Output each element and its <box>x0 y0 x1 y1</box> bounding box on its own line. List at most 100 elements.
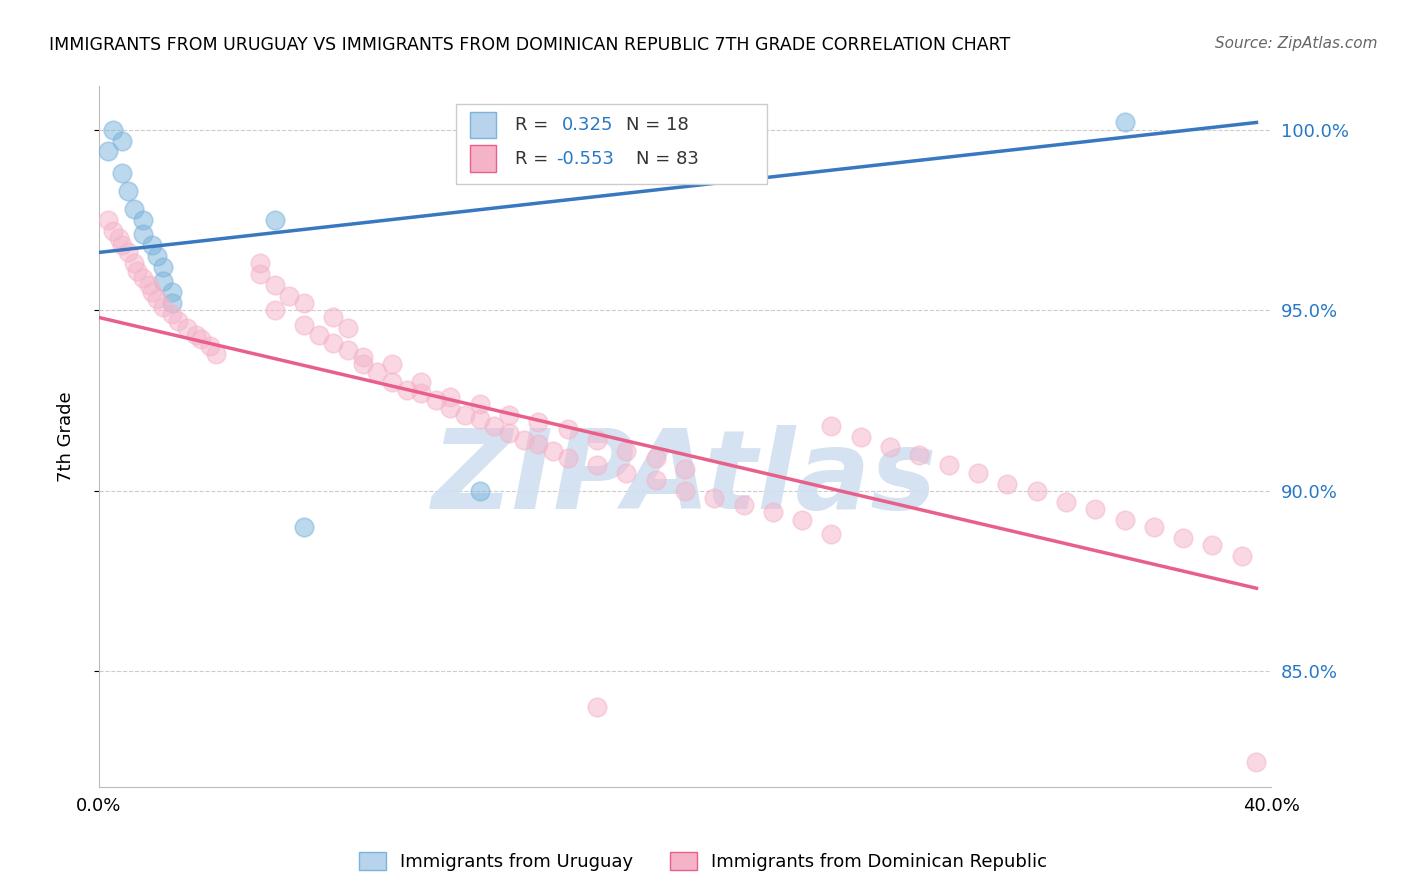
Point <box>762 505 785 519</box>
Point <box>1143 520 1166 534</box>
Point <box>184 328 207 343</box>
Point <box>1246 755 1268 769</box>
Point <box>366 365 388 379</box>
Point <box>1173 531 1195 545</box>
Point <box>498 408 520 422</box>
Text: R =: R = <box>515 150 554 168</box>
Point <box>820 527 842 541</box>
Point <box>108 231 131 245</box>
Point <box>1114 115 1136 129</box>
Point <box>132 270 155 285</box>
Point <box>249 256 271 270</box>
Point <box>160 307 183 321</box>
Point <box>205 346 228 360</box>
Point <box>849 429 872 443</box>
Point <box>167 314 190 328</box>
Point <box>117 184 139 198</box>
Point <box>557 422 579 436</box>
Point <box>541 444 564 458</box>
Point <box>176 321 198 335</box>
Point <box>792 513 814 527</box>
Point <box>498 425 520 440</box>
Point <box>141 285 163 300</box>
Point <box>381 358 404 372</box>
Point <box>336 321 359 335</box>
Point <box>468 411 491 425</box>
Text: R =: R = <box>515 116 554 134</box>
Point <box>527 437 550 451</box>
Point <box>138 277 160 292</box>
Point <box>527 415 550 429</box>
Point <box>395 383 418 397</box>
Point <box>513 434 536 448</box>
Point <box>484 418 506 433</box>
Point <box>411 386 433 401</box>
Point <box>152 260 174 274</box>
Point <box>111 238 134 252</box>
Point <box>938 458 960 473</box>
Point <box>336 343 359 357</box>
Legend: Immigrants from Uruguay, Immigrants from Dominican Republic: Immigrants from Uruguay, Immigrants from… <box>352 845 1054 879</box>
Text: IMMIGRANTS FROM URUGUAY VS IMMIGRANTS FROM DOMINICAN REPUBLIC 7TH GRADE CORRELAT: IMMIGRANTS FROM URUGUAY VS IMMIGRANTS FR… <box>49 36 1011 54</box>
Point <box>967 466 990 480</box>
Point <box>292 520 315 534</box>
Point <box>439 401 461 415</box>
Point <box>1230 549 1253 563</box>
Point <box>703 491 725 505</box>
Y-axis label: 7th Grade: 7th Grade <box>58 392 75 482</box>
Point <box>352 350 374 364</box>
Point <box>644 451 666 466</box>
Point <box>614 466 637 480</box>
Point <box>249 267 271 281</box>
Point <box>322 335 344 350</box>
Point <box>132 227 155 242</box>
Point <box>152 300 174 314</box>
Point <box>322 310 344 325</box>
Point <box>125 263 148 277</box>
Point <box>160 285 183 300</box>
Point <box>122 256 145 270</box>
Point <box>586 700 609 714</box>
Point <box>111 134 134 148</box>
Point <box>381 376 404 390</box>
Point <box>263 277 285 292</box>
Point <box>908 448 931 462</box>
Point <box>411 376 433 390</box>
Point <box>97 145 120 159</box>
Point <box>190 332 212 346</box>
Point <box>198 339 221 353</box>
Point <box>132 213 155 227</box>
Point <box>292 318 315 332</box>
Point <box>308 328 330 343</box>
Point <box>614 444 637 458</box>
FancyBboxPatch shape <box>457 103 768 185</box>
Point <box>1201 538 1223 552</box>
Point <box>733 498 755 512</box>
Point <box>103 122 125 136</box>
Point <box>152 274 174 288</box>
Point <box>292 296 315 310</box>
Point <box>146 293 169 307</box>
Point <box>468 397 491 411</box>
Point <box>1084 501 1107 516</box>
Point <box>278 289 301 303</box>
Point <box>1114 513 1136 527</box>
Point <box>425 393 447 408</box>
Point <box>1025 483 1047 498</box>
Point <box>644 473 666 487</box>
Point <box>673 462 696 476</box>
Point <box>352 358 374 372</box>
Point <box>263 213 285 227</box>
Point <box>586 458 609 473</box>
Point <box>122 202 145 216</box>
Point <box>673 483 696 498</box>
Point <box>146 249 169 263</box>
Point <box>160 296 183 310</box>
Text: -0.553: -0.553 <box>555 150 614 168</box>
Point <box>995 476 1018 491</box>
Point <box>820 418 842 433</box>
Point <box>97 213 120 227</box>
Text: ZIPAtlas: ZIPAtlas <box>432 425 938 533</box>
Text: N = 18: N = 18 <box>626 116 689 134</box>
Point <box>468 483 491 498</box>
